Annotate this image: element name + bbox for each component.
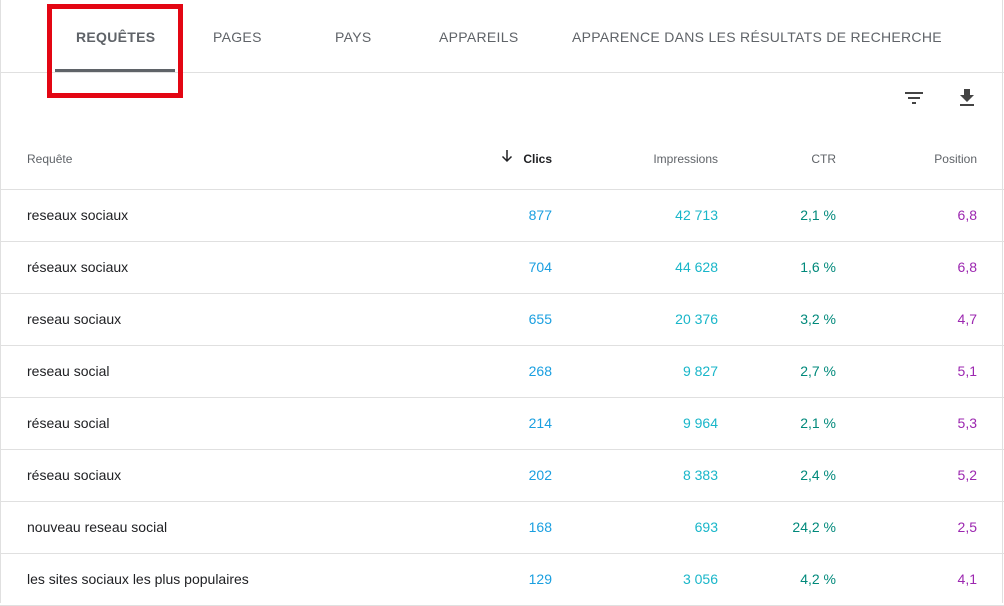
table-row[interactable]: reseaux sociaux 877 42 713 2,1 % 6,8	[0, 190, 1004, 242]
cell-ctr: 2,1 %	[800, 207, 836, 223]
cell-clicks: 877	[528, 207, 552, 223]
highlight-annotation-box	[47, 4, 183, 98]
table-row[interactable]: réseaux sociaux 704 44 628 1,6 % 6,8	[0, 242, 1004, 294]
table-row[interactable]: réseau social 214 9 964 2,1 % 5,3	[0, 398, 1004, 450]
cell-query: réseau sociaux	[27, 467, 122, 483]
cell-ctr: 3,2 %	[800, 311, 836, 327]
dimension-tabs: REQUÊTES PAGES PAYS APPAREILS APPARENCE …	[0, 0, 1004, 73]
table-row[interactable]: réseau sociaux 202 8 383 2,4 % 5,2	[0, 450, 1004, 502]
cell-impressions: 8 383	[682, 467, 718, 483]
tab-pays[interactable]: PAYS	[335, 29, 372, 45]
cell-impressions: 42 713	[675, 207, 718, 223]
header-query[interactable]: Requête	[27, 152, 73, 166]
cell-clicks: 202	[528, 467, 552, 483]
cell-position: 4,1	[957, 571, 977, 587]
cell-position: 5,1	[957, 363, 977, 379]
cell-impressions: 9 964	[682, 415, 718, 431]
header-ctr[interactable]: CTR	[811, 152, 836, 166]
header-position[interactable]: Position	[934, 152, 977, 166]
table-row[interactable]: reseau social 268 9 827 2,7 % 5,1	[0, 346, 1004, 398]
cell-clicks: 168	[528, 519, 552, 535]
cell-query: reseau sociaux	[27, 311, 122, 327]
cell-ctr: 4,2 %	[800, 571, 836, 587]
cell-ctr: 2,4 %	[800, 467, 836, 483]
cell-position: 2,5	[957, 519, 977, 535]
cell-ctr: 2,7 %	[800, 363, 836, 379]
table-row[interactable]: nouveau reseau social 168 693 24,2 % 2,5	[0, 502, 1004, 554]
table-row[interactable]: reseau sociaux 655 20 376 3,2 % 4,7	[0, 294, 1004, 346]
cell-query: reseaux sociaux	[27, 207, 129, 223]
arrow-down-icon	[501, 150, 513, 163]
cell-impressions: 693	[694, 519, 718, 535]
cell-position: 6,8	[957, 259, 977, 275]
cell-clicks: 704	[528, 259, 552, 275]
tab-pages[interactable]: PAGES	[213, 29, 262, 45]
cell-position: 6,8	[957, 207, 977, 223]
cell-impressions: 3 056	[682, 571, 718, 587]
cell-clicks: 655	[528, 311, 552, 327]
cell-position: 5,3	[957, 415, 977, 431]
cell-ctr: 2,1 %	[800, 415, 836, 431]
cell-position: 5,2	[957, 467, 977, 483]
cell-impressions: 20 376	[675, 311, 718, 327]
cell-query: nouveau reseau social	[27, 519, 168, 535]
cell-impressions: 9 827	[682, 363, 718, 379]
cell-ctr: 24,2 %	[792, 519, 836, 535]
cell-query: reseau social	[27, 363, 110, 379]
header-impressions[interactable]: Impressions	[653, 152, 718, 166]
cell-clicks: 214	[528, 415, 552, 431]
tab-appareils[interactable]: APPAREILS	[439, 29, 519, 45]
cell-clicks: 129	[528, 571, 552, 587]
tab-requetes[interactable]: REQUÊTES	[76, 29, 156, 45]
cell-query: les sites sociaux les plus populaires	[27, 571, 249, 587]
active-tab-indicator	[55, 69, 175, 72]
cell-query: réseaux sociaux	[27, 259, 129, 275]
header-clicks[interactable]: Clics	[523, 152, 552, 166]
tab-apparence[interactable]: APPARENCE DANS LES RÉSULTATS DE RECHERCH…	[572, 29, 942, 45]
download-icon[interactable]	[955, 86, 979, 110]
filter-icon[interactable]	[902, 86, 926, 110]
cell-query: réseau social	[27, 415, 110, 431]
cell-impressions: 44 628	[675, 259, 718, 275]
cell-clicks: 268	[528, 363, 552, 379]
table-row[interactable]: les sites sociaux les plus populaires 129…	[0, 554, 1004, 606]
cell-ctr: 1,6 %	[800, 259, 836, 275]
table-header: Requête Clics Impressions CTR Position	[0, 128, 1004, 190]
cell-position: 4,7	[957, 311, 977, 327]
